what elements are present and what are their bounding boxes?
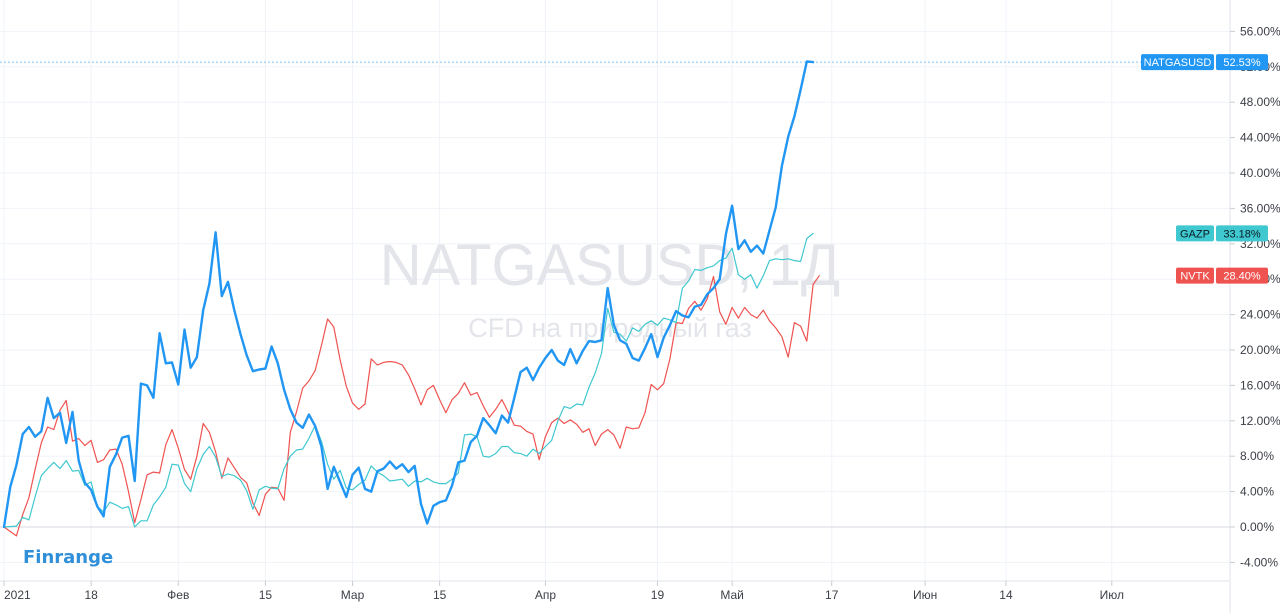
y-tick-label: 36.00% [1240,201,1280,215]
tag-value-box [1216,267,1268,284]
y-tick-label: 4.00% [1240,485,1274,499]
x-tick-label: 14 [999,588,1013,602]
series-layer [2,60,820,537]
y-tick-label: 48.00% [1240,95,1280,109]
tag-value-label: 33.18% [1223,228,1261,240]
x-tick-label: 2021 [4,588,31,602]
watermark: NATGASUSD, 1Д CFD на природный газ [380,233,840,343]
price-axis[interactable]: 56.00%52.00%48.00%44.00%40.00%36.00%32.0… [1230,24,1280,569]
tag-value-label: 28.40% [1223,271,1261,283]
y-tick-label: 24.00% [1240,308,1280,322]
y-tick-label: 56.00% [1240,24,1280,38]
y-tick-label: 0.00% [1240,520,1274,534]
y-tick-label: 16.00% [1240,378,1280,392]
last-value-tags: NATGASUSD 52.53% GAZP 33.18% NVTK 28.40% [1141,54,1268,284]
series-line-natgasusd[interactable] [2,60,815,529]
x-tick-label: Фев [167,588,189,602]
tag-name-box [1176,225,1214,242]
gridlines [0,0,1230,581]
time-axis[interactable]: 2021 18 Фев 15 Мар 15 Апр 19 Май 17 Июн 14 Июл [3,581,1124,602]
tag-name-box [1141,54,1214,71]
y-tick-label: 44.00% [1240,131,1280,145]
tag-natgasusd: NATGASUSD 52.53% [1141,54,1268,71]
x-tick-label: Апр [535,588,557,602]
y-tick-label: 12.00% [1240,414,1280,428]
tag-name-label: GAZP [1180,228,1210,240]
series-line-nvtk[interactable] [3,275,820,537]
brand-logo: Finrange [23,547,113,568]
x-tick-label: 17 [825,588,839,602]
x-tick-label: Май [720,588,744,602]
x-tick-label: 19 [651,588,665,602]
y-tick-label: 40.00% [1240,166,1280,180]
tag-nvtk: NVTK 28.40% [1176,267,1268,284]
watermark-title: NATGASUSD, 1Д [380,233,840,298]
x-tick-label: Мар [341,588,365,602]
tag-name-box [1176,267,1214,284]
tag-name-label: NVTK [1180,271,1210,283]
tag-gazp: GAZP 33.18% [1176,225,1268,242]
y-tick-label: -4.00% [1240,555,1278,569]
series-line-gazp[interactable] [3,232,814,528]
tag-value-label: 52.53% [1223,57,1261,69]
x-tick-label: Июн [913,588,937,602]
tag-name-label: NATGASUSD [1144,57,1212,69]
y-tick-label: 20.00% [1240,343,1280,357]
x-tick-label: 15 [259,588,273,602]
tag-value-box [1216,54,1268,71]
x-tick-label: Июл [1100,588,1124,602]
y-tick-label: 8.00% [1240,449,1274,463]
x-tick-label: 18 [84,588,98,602]
tag-value-box [1216,225,1268,242]
x-tick-label: 15 [433,588,447,602]
